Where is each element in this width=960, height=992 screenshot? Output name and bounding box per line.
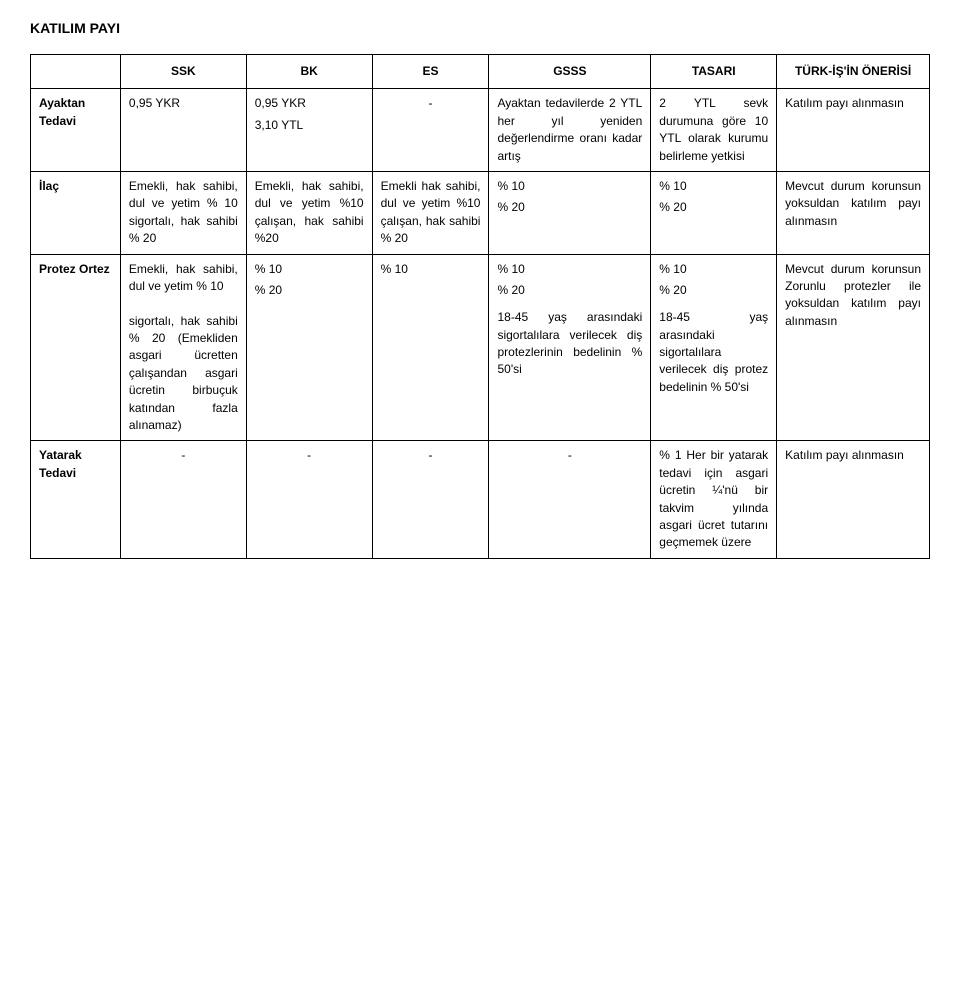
col-header-empty [31,55,121,89]
table-header-row: SSK BK ES GSSS TASARI TÜRK-İŞ'İN ÖNERİSİ [31,55,930,89]
table-row: İlaç Emekli, hak sahibi, dul ve yetim % … [31,171,930,254]
cell-text: 0,95 YKR [255,95,364,112]
row-label: Yatarak Tedavi [31,441,121,558]
cell-gsss: - [489,441,651,558]
col-header-oneri: TÜRK-İŞ'İN ÖNERİSİ [777,55,930,89]
cell-text: 3,10 YTL [255,117,364,134]
cell-bk: - [246,441,372,558]
cell-gsss: % 10 % 20 18-45 yaş arasındaki sigortalı… [489,254,651,441]
cell-es: % 10 [372,254,489,441]
cell-text: 18-45 yaş arasındaki sigortalılara veril… [659,309,768,396]
page-title: KATILIM PAYI [30,20,930,36]
cell-text: % 10 [497,261,642,278]
cell-text: % 10 [659,261,768,278]
cell-text: % 20 [659,282,768,299]
cell-oneri: Mevcut durum korunsun Zorunlu protezler … [777,254,930,441]
cell-tasari: % 1 Her bir yatarak tedavi için asgari ü… [651,441,777,558]
row-label: Protez Ortez [31,254,121,441]
col-header-es: ES [372,55,489,89]
cell-text: 18-45 yaş arasındaki sigortalılara veril… [497,309,642,379]
cell-oneri: Katılım payı alınmasın [777,441,930,558]
cell-bk: Emekli, hak sahibi, dul ve yetim %10 çal… [246,171,372,254]
cell-ssk: 0,95 YKR [120,89,246,172]
cell-bk: % 10 % 20 [246,254,372,441]
cell-text: % 10 [659,178,768,195]
cell-es: Emekli hak sahibi, dul ve yetim %10 çalı… [372,171,489,254]
table-row: Ayaktan Tedavi 0,95 YKR 0,95 YKR 3,10 YT… [31,89,930,172]
col-header-ssk: SSK [120,55,246,89]
cell-tasari: % 10 % 20 18-45 yaş arasındaki sigortalı… [651,254,777,441]
cell-ssk: Emekli, hak sahibi, dul ve yetim % 10 si… [120,254,246,441]
cell-bk: 0,95 YKR 3,10 YTL [246,89,372,172]
cell-tasari: 2 YTL sevk durumuna göre 10 YTL olarak k… [651,89,777,172]
cell-es: - [372,441,489,558]
katilim-payi-table: SSK BK ES GSSS TASARI TÜRK-İŞ'İN ÖNERİSİ… [30,54,930,559]
col-header-bk: BK [246,55,372,89]
cell-ssk: - [120,441,246,558]
cell-text: % 20 [255,282,364,299]
cell-gsss: Ayaktan tedavilerde 2 YTL her yıl yenide… [489,89,651,172]
cell-text: % 10 [255,261,364,278]
cell-gsss: % 10 % 20 [489,171,651,254]
table-row: Yatarak Tedavi - - - - % 1 Her bir yatar… [31,441,930,558]
cell-text: % 10 [497,178,642,195]
col-header-gsss: GSSS [489,55,651,89]
cell-text: % 20 [497,282,642,299]
row-label: Ayaktan Tedavi [31,89,121,172]
col-header-tasari: TASARI [651,55,777,89]
cell-text: % 20 [497,199,642,216]
cell-text: % 20 [659,199,768,216]
cell-es: - [372,89,489,172]
cell-oneri: Mevcut durum korunsun yoksuldan katılım … [777,171,930,254]
cell-tasari: % 10 % 20 [651,171,777,254]
cell-ssk: Emekli, hak sahibi, dul ve yetim % 10 si… [120,171,246,254]
cell-oneri: Katılım payı alınmasın [777,89,930,172]
row-label: İlaç [31,171,121,254]
table-row: Protez Ortez Emekli, hak sahibi, dul ve … [31,254,930,441]
